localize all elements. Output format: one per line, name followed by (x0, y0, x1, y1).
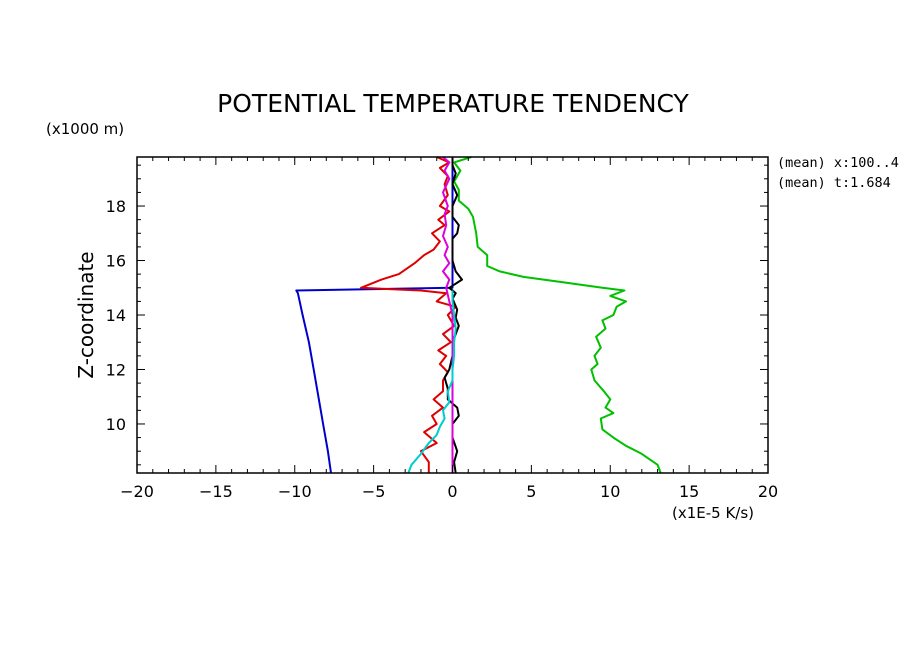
y-unit-label: (x1000 m) (46, 120, 124, 138)
x-tick-label: −10 (278, 482, 312, 501)
x-tick-label: −20 (120, 482, 154, 501)
x-tick-label: 20 (758, 482, 778, 501)
mean-t-note: (mean) t:1.684 (777, 175, 891, 191)
series-line-4 (443, 157, 463, 474)
x-tick-label: 5 (526, 482, 536, 501)
chart-title: POTENTIAL TEMPERATURE TENDENCY (217, 89, 689, 118)
axis-layer (136, 156, 769, 474)
x-axis-label: (x1E-5 K/s) (672, 504, 754, 522)
y-axis-label: Z-coordinate (74, 251, 98, 378)
series-line-6 (407, 290, 457, 474)
series-line-1 (295, 157, 454, 474)
tick-labels: −20 −15 −10 −5 0 5 10 15 20 10 12 14 16 18 (106, 197, 779, 501)
x-tick-label: 15 (679, 482, 699, 501)
mean-x-note: (mean) x:100..4 (777, 155, 899, 171)
x-tick-label: −15 (199, 482, 233, 501)
y-tick-label: 14 (106, 306, 126, 325)
series-line-2 (453, 156, 662, 474)
y-tick-label: 10 (106, 415, 126, 434)
x-tick-label: 10 (600, 482, 620, 501)
y-tick-label: 12 (106, 360, 126, 379)
y-tick-label: 18 (106, 197, 126, 216)
x-tick-label: −5 (362, 482, 386, 501)
x-tick-label: 0 (447, 482, 457, 501)
series-layer (295, 156, 662, 474)
y-tick-label: 16 (106, 252, 126, 271)
